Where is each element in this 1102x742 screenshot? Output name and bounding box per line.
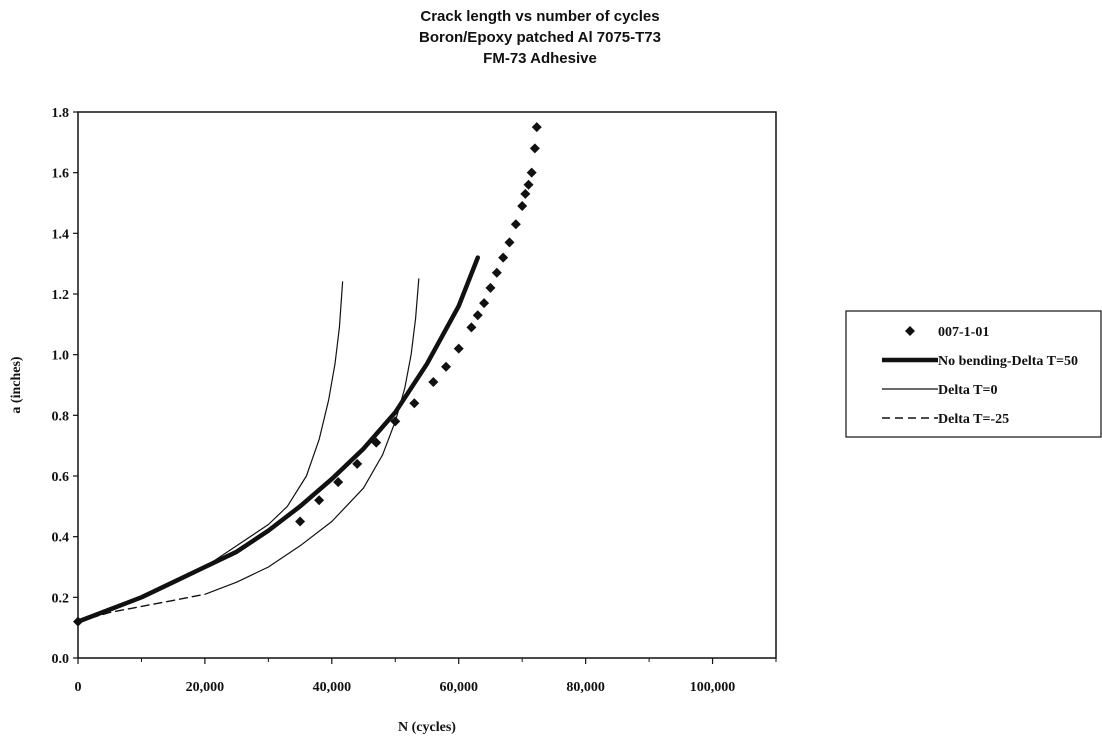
y-tick-label: 1.0	[52, 349, 70, 364]
x-tick-label: 60,000	[439, 680, 478, 695]
x-tick-label: 100,000	[690, 680, 736, 695]
y-tick-label: 0.6	[52, 470, 70, 485]
legend-box	[845, 310, 1102, 438]
data-point-diamond	[314, 495, 325, 506]
series-line	[75, 255, 481, 624]
x-tick-label: 40,000	[313, 680, 352, 695]
series-1	[75, 255, 481, 624]
data-point-diamond	[441, 361, 452, 372]
legend-label: 007-1-01	[938, 325, 989, 340]
y-tick-label: 1.8	[52, 106, 70, 121]
data-point-diamond	[453, 343, 464, 354]
data-point-diamond	[479, 298, 490, 309]
y-tick-label: 0.8	[52, 409, 70, 424]
data-point-diamond	[520, 188, 531, 199]
y-tick-label: 1.4	[52, 227, 70, 242]
x-axis-label: N (cycles)	[398, 720, 456, 735]
data-point-diamond	[472, 310, 483, 321]
data-point-diamond	[295, 516, 306, 527]
series-line	[77, 593, 206, 623]
y-tick-label: 1.2	[52, 288, 70, 303]
chart-title-line-1: Crack length vs number of cycles	[420, 8, 660, 25]
data-point-diamond	[517, 201, 528, 212]
chart-title-line-3: FM-73 Adhesive	[483, 50, 597, 67]
data-point-diamond	[428, 376, 439, 387]
data-point-diamond	[333, 477, 344, 488]
legend-label: Delta T=-25	[938, 412, 1009, 427]
series-layer	[73, 122, 542, 627]
data-point-diamond	[529, 143, 540, 154]
legend-label: No bending-Delta T=50	[938, 354, 1078, 369]
y-tick-label: 0.0	[52, 652, 70, 667]
data-point-diamond	[504, 237, 515, 248]
series-0	[73, 122, 542, 627]
plot-frame	[77, 111, 777, 659]
data-point-diamond	[352, 458, 363, 469]
data-point-diamond	[498, 252, 509, 263]
series-3	[77, 593, 206, 623]
x-tick-label: 20,000	[186, 680, 225, 695]
series-4	[204, 278, 420, 595]
axes-group: 0.0 0.2 0.4 0.6 0.8 1.0 1.2 1.4 1.6 1.8 0 20,000 40,…	[52, 106, 777, 695]
legend-label: Delta T=0	[938, 383, 997, 398]
y-axis-label: a (inches)	[9, 356, 24, 414]
data-point-diamond	[526, 167, 537, 178]
legend-marker-diamond	[905, 326, 915, 336]
series-line	[204, 278, 420, 595]
x-tick-label: 0	[75, 680, 82, 695]
y-tick-label: 0.4	[52, 531, 70, 546]
x-tick-label: 80,000	[566, 680, 605, 695]
y-tick-label: 0.2	[52, 591, 70, 606]
series-2	[77, 281, 344, 623]
y-tick-label: 1.6	[52, 167, 70, 182]
chart-title-line-2: Boron/Epoxy patched Al 7075-T73	[418, 29, 661, 46]
legend: 007-1-01 No bending-Delta T=50 Delta T=0 De…	[845, 310, 1102, 438]
data-point-diamond	[485, 282, 496, 293]
chart-title: Crack length vs number of cycles Boron/E…	[260, 6, 820, 69]
data-point-diamond	[466, 322, 477, 333]
data-point-diamond	[409, 398, 420, 409]
data-point-diamond	[531, 122, 542, 133]
data-point-diamond	[523, 179, 534, 190]
series-line	[77, 281, 344, 623]
data-point-diamond	[491, 267, 502, 278]
data-point-diamond	[510, 219, 521, 230]
